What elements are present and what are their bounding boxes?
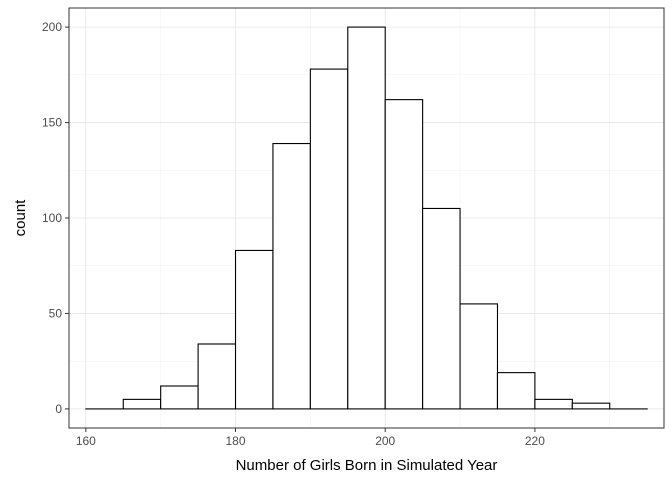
histogram-bar [272, 142, 311, 410]
histogram-bar [459, 303, 499, 410]
x-tick-label: 220 [525, 434, 545, 448]
y-tick-label: 0 [55, 402, 62, 416]
histogram-bar [234, 249, 274, 410]
y-tick-label: 50 [49, 306, 63, 320]
plot-panel [68, 7, 665, 429]
histogram-bar [160, 385, 199, 410]
histogram-bar [496, 372, 536, 410]
y-tick-label: 100 [42, 211, 62, 225]
y-axis: 0 50 100 150 200 [42, 20, 69, 416]
histogram-bar [534, 398, 573, 410]
histogram-bar [571, 402, 611, 410]
histogram-bars [85, 26, 648, 410]
histogram-bar [384, 99, 424, 410]
histogram-bar [122, 398, 162, 410]
y-tick-label: 200 [42, 20, 62, 34]
x-tick-label: 160 [76, 434, 96, 448]
histogram-bar [309, 68, 349, 410]
x-axis: 160 180 200 220 [76, 428, 545, 448]
x-tick-label: 180 [226, 434, 246, 448]
histogram-bar [347, 26, 386, 410]
x-tick-label: 200 [375, 434, 395, 448]
y-axis-title: count [12, 199, 29, 237]
x-axis-title: Number of Girls Born in Simulated Year [236, 457, 498, 474]
histogram-bar [197, 343, 237, 410]
y-tick-label: 150 [42, 116, 62, 130]
histogram-bar [422, 207, 461, 410]
